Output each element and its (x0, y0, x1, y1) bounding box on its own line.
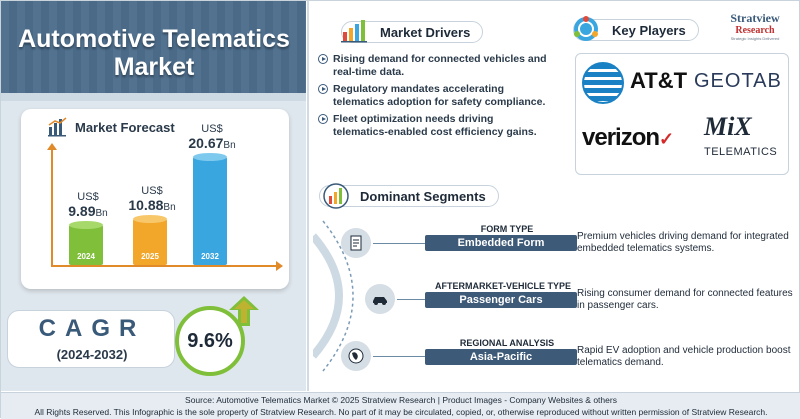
growth-arrow-icon (229, 296, 259, 326)
market-forecast-card: Market Forecast 2024 US$ 9.89Bn 2025 US$ 10.8… (21, 109, 289, 289)
forecast-x-axis (51, 261, 283, 271)
cagr-value: 9.6% (175, 306, 245, 376)
car-icon (365, 284, 395, 314)
forecast-bar-2024: 2024 (69, 221, 103, 265)
globe-network-icon (574, 16, 598, 41)
bar-value-label: US$ 9.89Bn (68, 191, 108, 219)
segment-value: Passenger Cars (425, 292, 577, 308)
drivers-header: Market Drivers (341, 20, 484, 43)
left-panel: Automotive Telematics Market Market Fore… (1, 1, 306, 391)
key-players-logos: AT&T GEOTAB verizon✓ MiX TELEMATICS (575, 53, 789, 175)
bar-year-label: 2032 (201, 252, 219, 261)
connector-line (373, 243, 425, 244)
footer-source: Source: Automotive Telematics Market © 2… (185, 395, 617, 405)
connector-line (373, 356, 425, 357)
bar-value-label: US$ 20.67Bn (188, 123, 236, 151)
segment-desc: Premium vehicles driving demand for inte… (577, 231, 789, 254)
players-header: Key Players (573, 16, 699, 41)
key-players-section: Key Players Stratview Research Strategic… (557, 9, 797, 179)
arrow-bullet-icon (318, 84, 328, 94)
verizon-logo: verizon✓ (582, 124, 674, 151)
dominant-segments-section: Dominant Segments FORM TYPE Embedded For… (313, 181, 800, 391)
drivers-list: Rising demand for connected vehicles and… (317, 53, 549, 143)
vertical-divider (307, 1, 309, 391)
footer: Source: Automotive Telematics Market © 2… (1, 392, 800, 419)
att-globe-icon (582, 62, 624, 104)
cagr-label: CAGR (38, 315, 146, 342)
att-logo: AT&T (630, 68, 688, 93)
arrow-bullet-icon (318, 54, 328, 64)
market-drivers-section: Market Drivers Rising demand for connect… (313, 11, 551, 171)
title-banner: Automotive Telematics Market (1, 1, 306, 93)
forecast-y-axis (47, 143, 57, 267)
arrow-bullet-icon (318, 114, 328, 124)
forecast-bar-2025: 2025 (133, 215, 167, 265)
segment-type: REGIONAL ANALYSIS (459, 338, 555, 348)
stratview-logo: Stratview Research Strategic Insights De… (730, 11, 780, 41)
bar-value-label: US$ 10.88Bn (128, 185, 176, 213)
segment-value: Embedded Form (425, 235, 577, 251)
segment-desc: Rapid EV adoption and vehicle production… (577, 345, 791, 368)
players-title: Key Players (612, 22, 686, 38)
footer-rights: All Rights Reserved. This Infographic is… (34, 407, 768, 417)
forecast-header: Market Forecast (47, 117, 175, 137)
segment-desc: Rising consumer demand for connected fea… (577, 288, 793, 311)
list-item: Regulatory mandates accelerating telemat… (317, 83, 549, 108)
bar-year-label: 2025 (141, 252, 159, 261)
segment-type: FORM TYPE (480, 224, 534, 234)
segments-title: Dominant Segments (360, 188, 486, 204)
cagr-range: (2024-2032) (56, 347, 128, 362)
checkmark-icon: ✓ (659, 129, 674, 149)
list-item: Fleet optimization needs driving telemat… (317, 113, 549, 138)
bar-chart-icon (48, 117, 67, 137)
cagr-block: CAGR (2024-2032) 9.6% (7, 296, 299, 376)
globe-icon (341, 341, 371, 371)
drivers-title: Market Drivers (380, 24, 471, 40)
connector-line (397, 299, 425, 300)
segments-header: Dominant Segments (319, 183, 499, 209)
segment-type: AFTERMARKET-VEHICLE TYPE (434, 281, 571, 291)
page-title: Automotive Telematics Market (18, 25, 290, 81)
segment-arcs (313, 220, 354, 372)
geotab-logo: GEOTAB (694, 70, 782, 92)
forecast-title: Market Forecast (75, 119, 175, 135)
growth-chart-icon (341, 20, 367, 43)
mix-logo: MiX (704, 112, 752, 141)
cagr-box: CAGR (2024-2032) (7, 310, 175, 368)
list-item: Rising demand for connected vehicles and… (317, 53, 549, 78)
segment-chart-icon (323, 183, 349, 209)
mix-telematics-label: TELEMATICS (704, 146, 778, 158)
document-icon (341, 228, 371, 258)
bar-year-label: 2024 (77, 252, 95, 261)
forecast-bar-2032: 2032 (193, 153, 227, 265)
segment-value: Asia-Pacific (425, 349, 577, 365)
